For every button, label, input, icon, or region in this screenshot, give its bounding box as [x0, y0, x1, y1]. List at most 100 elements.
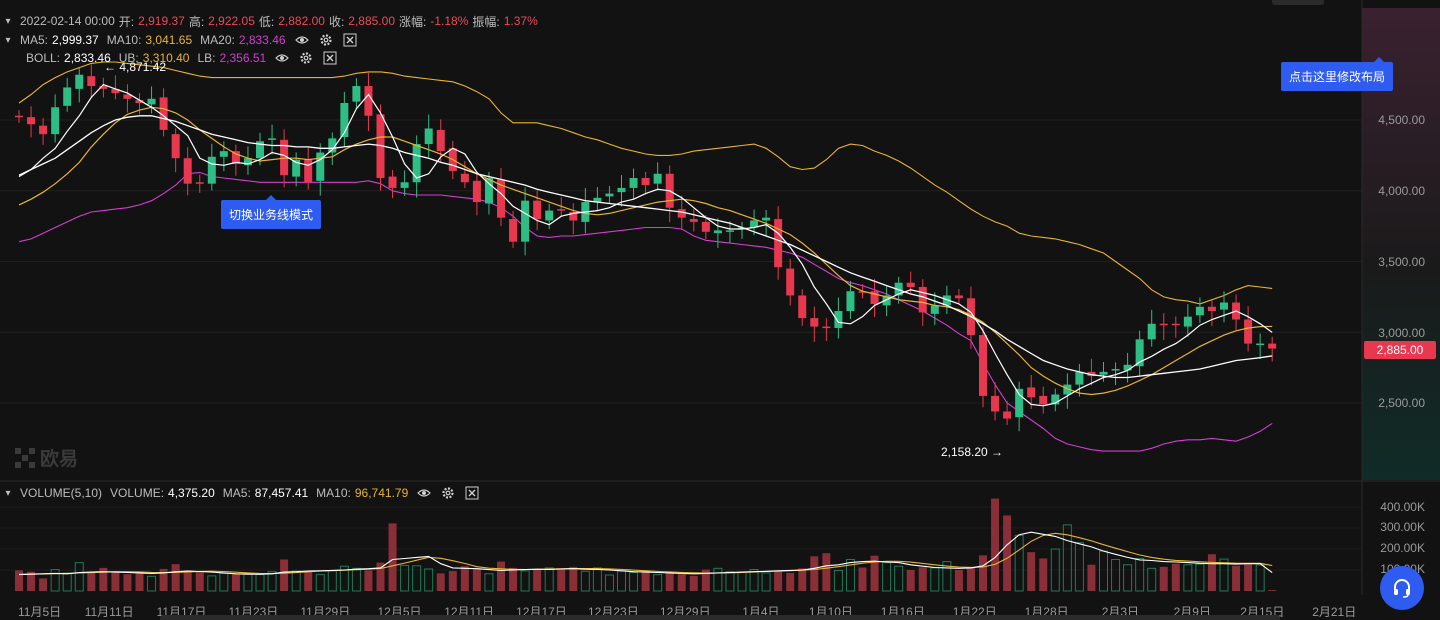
volume-bar [74, 562, 84, 592]
candle-body [750, 220, 759, 228]
candle-body [1015, 388, 1024, 418]
candle-body [1027, 387, 1036, 398]
volume-bar [460, 566, 469, 591]
low-label: 低: [258, 14, 275, 29]
gear-icon[interactable] [318, 32, 334, 48]
volume-bar [171, 564, 180, 591]
candle-body [159, 97, 168, 130]
change-value: -1.18% [430, 14, 469, 28]
watermark: 欧易 [14, 444, 78, 471]
candle-body [1183, 316, 1192, 327]
candle-body [1039, 395, 1048, 405]
candle-body [171, 134, 180, 159]
candle-body [460, 173, 469, 183]
volume-bar [147, 575, 157, 592]
candle-body [268, 138, 277, 140]
mode-tooltip-text: 切换业务线模式 [229, 208, 314, 222]
candle-body [762, 217, 771, 221]
volume-bar [291, 570, 301, 592]
volume-bar [111, 572, 120, 591]
candle-body [316, 152, 325, 181]
current-price-tag: 2,885.00 [1364, 341, 1436, 359]
volume-bar [195, 571, 204, 591]
volume-bar [520, 570, 530, 592]
candle-body [111, 88, 120, 94]
candle-body [786, 268, 795, 296]
candle-date: 2022-02-14 00:00 [20, 14, 115, 28]
volume-bar [1268, 590, 1277, 591]
gear-icon[interactable] [298, 50, 314, 66]
volume-bar [1003, 515, 1012, 591]
candle-body [677, 209, 686, 218]
candle-body [846, 291, 855, 312]
close-icon[interactable] [342, 32, 358, 48]
volume-bar [243, 573, 253, 592]
eye-icon[interactable] [416, 485, 432, 501]
chevron-down-icon[interactable]: ▾ [5, 34, 11, 46]
candle-body [605, 193, 614, 197]
chevron-down-icon[interactable]: ▾ [5, 487, 11, 499]
eye-icon[interactable] [274, 50, 290, 66]
volume-bar [1135, 557, 1145, 592]
candle-body [1256, 343, 1265, 346]
candle-body [412, 144, 421, 183]
volume-bar [665, 572, 674, 591]
candle-body [617, 187, 626, 193]
eye-icon[interactable] [294, 32, 310, 48]
bottom-scroll-handle[interactable] [160, 615, 1280, 620]
volume-bar [966, 567, 975, 591]
candle-body [653, 173, 662, 184]
volume-bar [509, 567, 518, 591]
candle-body [798, 295, 807, 319]
candle-body [1195, 306, 1204, 316]
amplitude-value: 1.37% [503, 14, 538, 28]
volume-bar [749, 569, 759, 592]
price-axis-label: 3,000.00 [1378, 326, 1425, 340]
candle-body [521, 200, 530, 242]
volume-bar [1087, 564, 1096, 591]
candle-body [27, 117, 36, 125]
support-button[interactable] [1380, 566, 1424, 610]
volume-bar [304, 572, 313, 591]
candle-body [918, 286, 927, 313]
volume-bar [629, 572, 639, 592]
high-annotation: ← 4,871.42 [104, 60, 167, 74]
volume-bar [894, 565, 904, 592]
candle-body [436, 129, 445, 152]
candle-body [991, 395, 1000, 412]
candle-body [701, 221, 710, 232]
volume-axis-label: 400.00K [1380, 500, 1425, 514]
volume-ma10-value: 96,741.79 [354, 486, 409, 500]
gear-icon[interactable] [440, 485, 456, 501]
candle-body [1063, 384, 1072, 395]
candle-body [195, 182, 204, 184]
amplitude-label: 振幅: [472, 14, 500, 29]
boll-upper-line [18, 61, 1273, 305]
mode-tooltip[interactable]: 切换业务线模式 [221, 195, 322, 229]
candle-body [352, 86, 361, 102]
chevron-down-icon[interactable]: ▾ [5, 15, 11, 27]
close-icon[interactable] [464, 485, 480, 501]
boll-row: BOLL: 2,833.46 UB: 3,310.40 LB: 2,356.51 [10, 49, 342, 67]
low-annotation: 2,158.20 → [941, 445, 1004, 459]
collapse-handle[interactable] [1272, 0, 1324, 5]
candle-body [207, 156, 216, 184]
layout-tooltip[interactable]: 点击这里修改布局 [1281, 57, 1394, 91]
ma10-label: MA10: [106, 33, 142, 47]
candle-body [569, 211, 578, 221]
candle-body [689, 219, 698, 222]
volume-bar [1183, 564, 1193, 592]
volume-ma5-value: 87,457.41 [254, 486, 309, 500]
volume-bar [882, 562, 892, 592]
candle-body [280, 139, 289, 176]
volume-bar [991, 498, 1000, 591]
candle-body [1220, 302, 1228, 310]
layout-tooltip-text: 点击这里修改布局 [1289, 70, 1386, 84]
close-icon[interactable] [322, 50, 338, 66]
candle-body [1087, 371, 1096, 377]
boll-lower-line [18, 171, 1273, 452]
volume-bar [255, 574, 265, 592]
date-axis-label: 11月5日 [18, 605, 62, 619]
candle-body [629, 178, 638, 188]
